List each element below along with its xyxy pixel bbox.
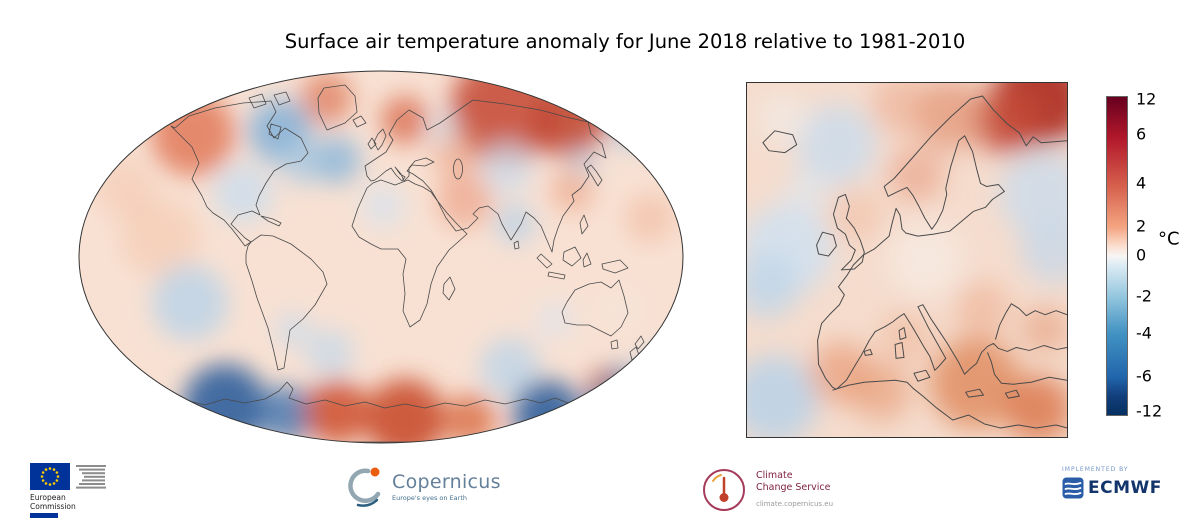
ecmwf-logo: IMPLEMENTED BY ECMWF (1062, 466, 1162, 499)
global-anomaly-map (78, 70, 684, 444)
ec-label-line1: European (30, 493, 66, 502)
colorbar-tick: 0 (1136, 245, 1147, 265)
colorbar-tick: 6 (1136, 124, 1147, 144)
copernicus-logo: Copernicus Europe's eyes on Earth (344, 462, 501, 510)
colorbar-tick: 4 (1136, 173, 1147, 193)
ecmwf-row: ECMWF (1062, 477, 1162, 499)
europe-anomaly-map (746, 82, 1068, 438)
ec-building-icon (76, 465, 106, 489)
colorbar: 12 6 4 2 0 -2 -4 -6 -12 °C (1106, 90, 1196, 421)
thermometer-circle-icon (703, 469, 745, 511)
ec-blue-bar (30, 513, 58, 518)
ecmwf-name: ECMWF (1088, 478, 1162, 498)
european-commission-logo: European Commission (30, 463, 108, 518)
colorbar-tick: 12 (1136, 89, 1157, 109)
globe-outline (78, 70, 684, 444)
colorbar-tick: -2 (1136, 286, 1152, 306)
copernicus-satellite-icon (348, 467, 381, 507)
implemented-by-label: IMPLEMENTED BY (1062, 466, 1129, 473)
ec-label-line2: Commission (30, 502, 76, 511)
eu-flag-icon (30, 463, 70, 490)
colorbar-ticks: 12 6 4 2 0 -2 -4 -6 -12 (1106, 90, 1196, 421)
ec-logo-graphics (30, 463, 108, 490)
ec-label: European Commission (30, 493, 108, 511)
c3s-label-line2: Change Service (756, 482, 831, 494)
colorbar-tick: -12 (1136, 401, 1163, 421)
colorbar-gradient (1106, 96, 1128, 416)
colorbar-tick: -4 (1136, 323, 1152, 343)
climate-change-service-logo: Climate Change Service climate.copernicu… (700, 464, 833, 516)
copernicus-name: Copernicus (392, 470, 501, 493)
figure-title: Surface air temperature anomaly for June… (284, 30, 966, 53)
c3s-text: Climate Change Service climate.copernicu… (756, 470, 833, 508)
copernicus-tagline: Europe's eyes on Earth (392, 493, 467, 502)
c3s-label-line1: Climate (756, 470, 793, 481)
colorbar-tick: 2 (1136, 216, 1147, 236)
europe-coastlines (762, 95, 1067, 429)
europe-anomaly-layer (747, 83, 1067, 437)
copernicus-text: Copernicus Europe's eyes on Earth (392, 471, 501, 502)
colorbar-unit-label: °C (1158, 228, 1180, 250)
ecmwf-emblem-icon (1062, 477, 1084, 499)
colorbar-tick: -6 (1136, 366, 1152, 386)
c3s-url: climate.copernicus.eu (756, 499, 834, 508)
